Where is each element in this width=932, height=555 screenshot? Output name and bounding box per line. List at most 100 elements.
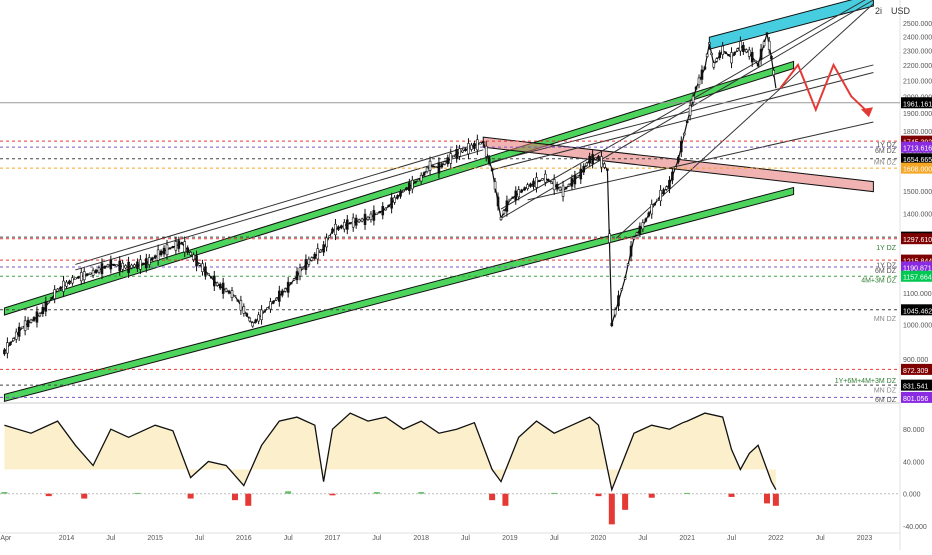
candle-body [449,153,453,164]
candle-body [118,260,122,272]
projection-path [779,62,870,114]
candle-body [233,295,237,298]
candle-body [354,217,358,226]
candle-body [739,41,742,52]
candle-body [508,198,512,201]
histogram-bar [772,493,779,506]
sub-y-tick-label: -40.000 [903,524,927,531]
candle-body [180,242,184,245]
candle-body [14,331,18,340]
candle-body [458,148,461,157]
candle-body [381,206,385,216]
histogram-bar [595,493,602,497]
candle-body [100,263,104,275]
candle-body [12,338,15,341]
x-tick-label: Jul [461,535,470,542]
candle-body [710,52,713,55]
x-tick-label: Jul [638,535,647,542]
candle-body [756,63,760,67]
candle-body [17,326,21,337]
candle-body [387,204,390,208]
candle-body [351,217,355,228]
candle-body [121,262,124,270]
level-tag-label: 1713.616 [903,146,932,153]
candle-body [529,183,532,187]
currency-label: USD [891,6,911,16]
candle-body [405,187,408,191]
level-tag-label: 801.056 [903,396,928,403]
level-tag [901,363,932,375]
histogram-bar [608,493,615,525]
candle-body [629,245,633,257]
candle-body [613,309,617,316]
candle-body [588,155,591,164]
x-tick-label: 2015 [147,535,163,542]
candle-body [505,200,509,212]
level-tag-label: 1190.871 [903,265,932,272]
candle-body [750,52,754,63]
candle-body [597,155,600,160]
candle-body [705,53,709,57]
candle-body [446,157,450,165]
candle-body [579,168,583,180]
candle-body [564,186,568,190]
candle-body [44,301,48,312]
candle-body [124,265,127,269]
candle-body [767,40,771,50]
candle-body [606,168,609,171]
level-annotation: 1Y+6M+4M+3M DZ [835,378,897,385]
histogram-bar [763,493,770,504]
level-tag [901,304,932,316]
candle-body [337,226,340,230]
candle-body [207,273,210,276]
candle-body [623,277,627,280]
candle-body [304,259,308,270]
candle-body [712,62,716,68]
candle-body [133,264,136,268]
candle-body [372,210,376,221]
candle-body [313,253,317,259]
candle-body [168,247,172,250]
candle-body [334,223,337,236]
candle-body [269,301,272,310]
y-tick-label: 1400.000 [903,212,932,219]
x-tick-label: Jul [372,535,381,542]
level-annotation: 1Y DZ [876,142,896,149]
level-tag [901,141,932,153]
candle-body [50,297,54,300]
candle-body [307,258,311,265]
candle-body [210,276,213,279]
x-tick-label: Jul [195,535,204,542]
candle-body [594,157,597,160]
candle-body [139,259,142,270]
candle-body [493,181,497,190]
candle-body [218,283,222,289]
candle-body [452,154,455,158]
candle-body [171,246,175,249]
candle-body [638,225,642,234]
candle-body [555,183,559,190]
candle-body [183,241,187,253]
candle-body [136,261,139,269]
trend-channel-green [3,186,795,403]
candle-body [153,255,157,259]
candle-body [745,49,748,53]
candle-body [470,144,473,150]
level-annotation: 6M DZ [875,268,897,275]
histogram-bar [489,493,496,501]
candle-body [62,280,65,292]
x-tick-label: 2016 [236,535,252,542]
candle-body [127,261,130,273]
trend-line [500,0,866,210]
level-tag [901,135,932,147]
candle-body [331,228,334,233]
y-tick-label: 2400.000 [903,34,932,41]
candle-body [109,259,113,270]
candle-body [659,190,662,202]
candle-body [700,69,704,80]
candle-body [224,288,228,292]
candle-body [747,49,751,57]
level-tag [901,391,932,403]
candle-body [248,317,252,322]
